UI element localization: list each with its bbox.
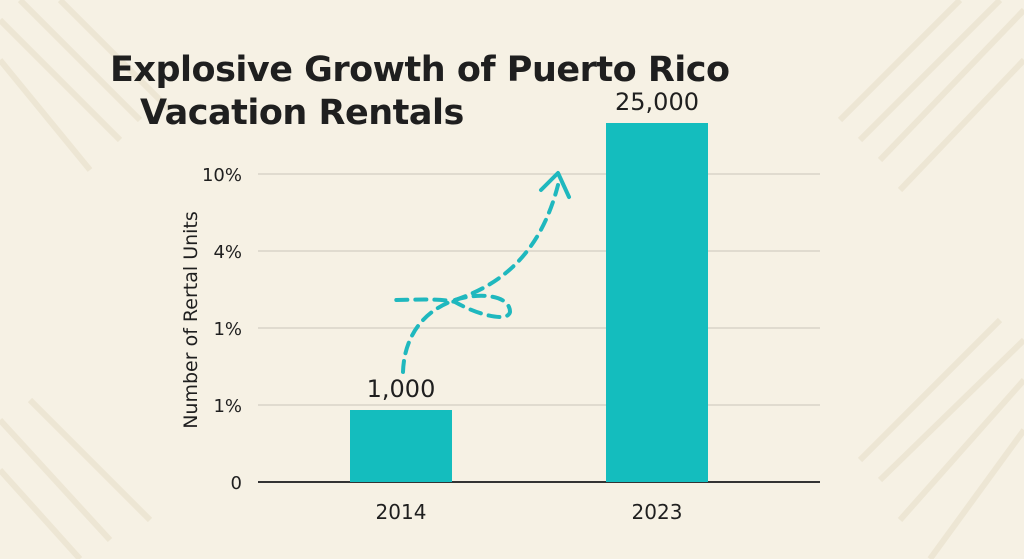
arrow-head-icon [539,171,571,199]
growth-arrow-annotation [388,183,560,374]
arrow-rise-path [453,183,560,302]
bar-2023 [606,123,708,482]
y-tick-label: 10% [202,165,242,186]
y-tick-label: 4% [213,242,242,263]
data-label-2014: 1,000 [367,375,436,403]
data-label-2023: 25,000 [615,88,699,116]
y-tick-label: 1% [213,396,242,417]
y-tick-label: 1% [213,319,242,340]
chart-title-line-1: Explosive Growth of Puerto Rico [110,50,730,90]
y-axis-label: Number of Rertal Units [180,211,202,429]
x-tick-label: 2014 [376,500,427,524]
arrow-loop-path [388,293,513,374]
y-tick-label: 0 [231,473,242,494]
x-tick-label: 2023 [632,500,683,524]
chart-title-line-2: Vacation Rentals [140,93,464,133]
bar-2014 [350,410,452,482]
